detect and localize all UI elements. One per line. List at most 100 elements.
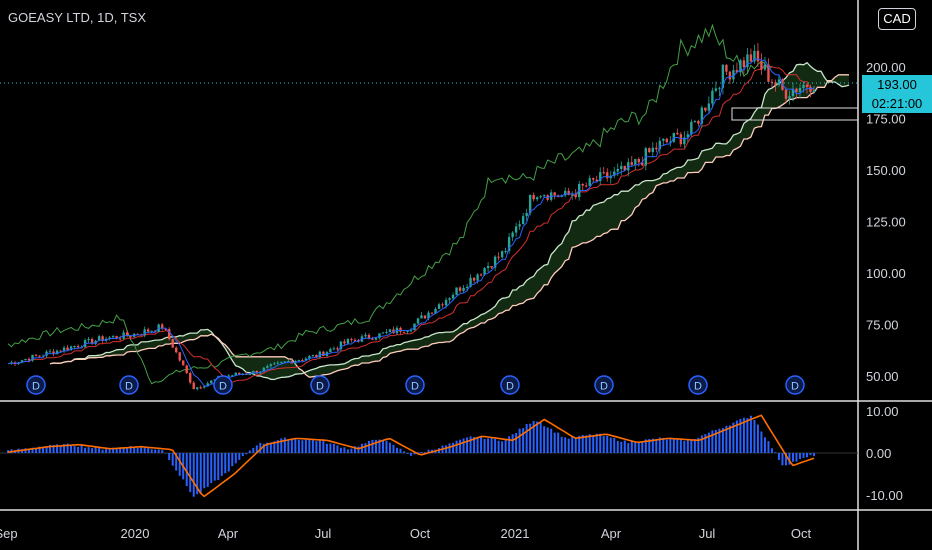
macd-bar <box>567 438 570 453</box>
macd-bar <box>388 442 391 453</box>
price-axis[interactable]: 50.00 75.00 100.00 125.00 150.00 175.00 200.00 <box>866 60 906 384</box>
macd-bar <box>746 418 749 453</box>
macd-bar <box>259 442 262 453</box>
macd-bar <box>353 446 356 453</box>
macd-bar <box>199 453 202 493</box>
macd-bar <box>525 424 528 453</box>
bar-countdown-label: 02:21:00 <box>862 94 932 113</box>
dividend-marker[interactable]: D <box>500 375 520 395</box>
macd-bar <box>690 439 693 453</box>
macd-bar <box>732 422 735 453</box>
macd-bar <box>213 453 216 481</box>
candle <box>721 64 725 95</box>
macd-bar <box>658 437 661 453</box>
macd-axis[interactable]: 10.00 0.00 -10.00 <box>866 404 903 503</box>
candle <box>55 349 59 355</box>
dividend-marker[interactable]: D <box>213 375 233 395</box>
macd-bar <box>634 442 637 453</box>
macd-bar <box>627 443 630 453</box>
macd-bar <box>459 439 462 453</box>
macd-bar <box>497 440 500 453</box>
candle <box>504 247 507 254</box>
macd-bar <box>66 443 69 453</box>
time-axis[interactable]: Sep 2020 Apr Jul Oct 2021 Apr Jul Oct <box>0 526 811 541</box>
macd-bar <box>171 453 174 466</box>
macd-bar <box>241 453 244 457</box>
macd-bar <box>63 444 66 453</box>
macd-bar <box>760 431 763 453</box>
macd-bar <box>203 453 206 489</box>
candle <box>770 79 774 87</box>
macd-bar <box>126 448 129 453</box>
dividend-marker[interactable]: D <box>119 375 139 395</box>
candle <box>714 81 718 93</box>
candle <box>693 120 697 123</box>
macd-bar <box>136 447 139 453</box>
candle <box>581 183 584 191</box>
candle <box>199 385 202 390</box>
macd-bar <box>508 436 511 453</box>
macd-bar <box>266 442 269 453</box>
dividend-marker[interactable]: D <box>785 375 805 395</box>
last-price-label: 193.00 <box>862 75 932 94</box>
macd-bar <box>616 440 619 453</box>
macd-bar <box>329 443 332 453</box>
candle <box>563 187 567 198</box>
macd-bar <box>367 440 370 453</box>
candle <box>749 48 753 63</box>
candle <box>521 212 525 225</box>
dividend-marker[interactable]: D <box>26 375 46 395</box>
macd-bar <box>308 439 311 453</box>
candle <box>518 220 521 230</box>
candle <box>24 358 27 361</box>
macd-bar <box>52 445 55 453</box>
macd-bar <box>238 453 241 460</box>
macd-bar <box>339 447 342 453</box>
candle <box>273 361 276 366</box>
macd-bar <box>371 439 374 453</box>
dividend-marker[interactable]: D <box>405 375 425 395</box>
macd-bar <box>697 437 700 453</box>
macd-bar <box>318 440 321 453</box>
macd-bar <box>592 435 595 453</box>
candle <box>346 338 350 345</box>
candle <box>602 166 605 175</box>
candle <box>160 322 164 331</box>
macd-bar <box>227 453 230 472</box>
candle <box>66 345 69 351</box>
dividend-label: D <box>791 381 799 393</box>
macd-bar <box>735 420 738 453</box>
macd-pane[interactable] <box>0 414 858 498</box>
dividend-marker[interactable]: D <box>688 375 708 395</box>
macd-bar <box>581 435 584 453</box>
macd-bar <box>725 425 728 453</box>
dividend-marker[interactable]: D <box>310 375 330 395</box>
macd-bar <box>791 453 794 462</box>
candle <box>497 252 500 261</box>
macd-bar <box>24 448 27 453</box>
dividend-marker[interactable]: D <box>594 375 614 395</box>
macd-bar <box>476 436 479 453</box>
macd-bar <box>574 437 577 453</box>
macd-bar <box>185 453 188 487</box>
candle <box>48 349 52 353</box>
candle <box>711 87 714 109</box>
macd-bar <box>560 436 563 453</box>
candle <box>490 265 493 269</box>
time-tick-label: Apr <box>601 526 622 541</box>
candle <box>777 74 781 88</box>
price-tick-label: 100.00 <box>866 266 906 281</box>
macd-bar <box>623 440 626 453</box>
candle <box>118 335 122 341</box>
candle <box>809 84 812 98</box>
macd-bar <box>557 432 560 453</box>
leading-span-a-line <box>49 61 850 381</box>
macd-bar <box>739 418 742 453</box>
currency-badge[interactable]: CAD <box>878 8 916 30</box>
macd-bar <box>70 445 73 453</box>
candle <box>571 191 574 200</box>
macd-bar <box>539 422 542 453</box>
